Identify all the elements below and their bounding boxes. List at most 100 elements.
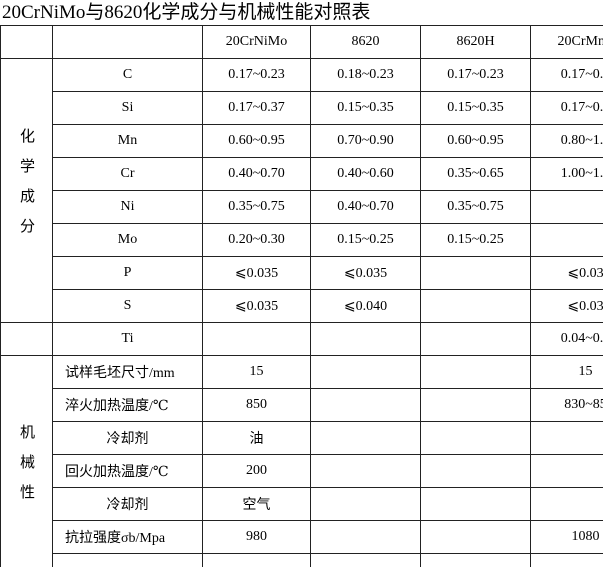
table-row: 机械性 试样毛坯尺寸/mm 15 15 bbox=[0, 355, 603, 567]
empty-cell bbox=[52, 553, 203, 567]
empty-cell bbox=[202, 553, 311, 567]
empty-cell bbox=[420, 355, 531, 389]
empty-cell bbox=[310, 355, 421, 389]
value-cell: 0.17~0.23 bbox=[420, 58, 531, 92]
value-cell: 0.35~0.75 bbox=[420, 190, 531, 224]
table-row bbox=[1, 553, 603, 567]
empty-cell bbox=[420, 454, 531, 488]
value-cell: 0.04~0.1 bbox=[530, 322, 603, 356]
empty-cell bbox=[52, 25, 203, 59]
empty-cell bbox=[310, 388, 421, 422]
value-cell: 0.35~0.75 bbox=[202, 190, 311, 224]
value-cell: 0.18~0.23 bbox=[310, 58, 421, 92]
row-item: Si bbox=[52, 91, 203, 125]
value-cell: 980 bbox=[202, 520, 311, 554]
value-cell: 空气 bbox=[202, 487, 311, 521]
row-item: 试样毛坯尺寸/mm bbox=[52, 355, 203, 389]
comparison-table: 20CrNiMo86208620H20CrMnT化学成分C0.17~0.230.… bbox=[0, 25, 603, 567]
table-row: Ti 0.04~0.1 bbox=[0, 322, 603, 356]
empty-cell bbox=[310, 421, 421, 455]
title: 20CrNiMo与8620化学成分与机械性能对照表 bbox=[2, 2, 371, 23]
value-cell: ⩽0.03 bbox=[530, 289, 603, 323]
row-item: 抗拉强度σb/Mpa bbox=[52, 520, 203, 554]
column-header: 20CrNiMo bbox=[202, 25, 311, 59]
empty-cell bbox=[310, 454, 421, 488]
value-cell: 1080 bbox=[530, 520, 603, 554]
empty-cell bbox=[530, 454, 603, 488]
value-cell: 850 bbox=[202, 388, 311, 422]
column-header: 20CrMnT bbox=[530, 25, 603, 59]
empty-cell bbox=[420, 256, 531, 290]
value-cell: 200 bbox=[202, 454, 311, 488]
empty-cell bbox=[420, 322, 531, 356]
table-body: 20CrNiMo86208620H20CrMnT化学成分C0.17~0.230.… bbox=[0, 25, 603, 567]
empty-cell bbox=[420, 487, 531, 521]
row-item: S bbox=[52, 289, 203, 323]
empty-cell bbox=[530, 223, 603, 257]
table-row: 抗拉强度σb/Mpa 980 1080 bbox=[1, 520, 603, 554]
value-cell: 0.15~0.35 bbox=[420, 91, 531, 125]
group-cell: 机械性 bbox=[0, 355, 53, 567]
table-row: Ni 0.35~0.75 0.40~0.70 0.35~0.75 bbox=[1, 190, 603, 224]
value-cell: 0.17~0.2 bbox=[530, 58, 603, 92]
table-row: Mo 0.20~0.30 0.15~0.25 0.15~0.25 bbox=[1, 223, 603, 257]
empty-cell bbox=[420, 388, 531, 422]
value-cell: 0.40~0.70 bbox=[310, 190, 421, 224]
value-cell: ⩽0.035 bbox=[202, 256, 311, 290]
value-cell: 0.40~0.60 bbox=[310, 157, 421, 191]
empty-cell bbox=[420, 289, 531, 323]
row-item: Ni bbox=[52, 190, 203, 224]
value-cell: 0.80~1.1 bbox=[530, 124, 603, 158]
value-cell: 0.17~0.23 bbox=[202, 58, 311, 92]
value-cell: 0.17~0.3 bbox=[530, 91, 603, 125]
value-cell: 0.15~0.25 bbox=[420, 223, 531, 257]
row-item: Cr bbox=[52, 157, 203, 191]
column-header: 8620 bbox=[310, 25, 421, 59]
value-cell: 1.00~1.1 bbox=[530, 157, 603, 191]
empty-cell bbox=[202, 322, 311, 356]
value-cell: 0.70~0.90 bbox=[310, 124, 421, 158]
row-item: 冷却剂 bbox=[52, 421, 203, 455]
empty-cell bbox=[530, 421, 603, 455]
value-cell: 0.15~0.35 bbox=[310, 91, 421, 125]
column-header: 8620H bbox=[420, 25, 531, 59]
table-row: P ⩽0.035 ⩽0.035 ⩽0.03 bbox=[1, 256, 603, 290]
table-row: 冷却剂油 bbox=[1, 421, 603, 455]
table-row: Si0.17~0.370.15~0.350.15~0.350.17~0.3 bbox=[1, 91, 603, 125]
table-row: 冷却剂 空气 bbox=[1, 487, 603, 521]
value-cell: 0.40~0.70 bbox=[202, 157, 311, 191]
value-cell: 15 bbox=[202, 355, 311, 389]
header-row: 20CrNiMo86208620H20CrMnT bbox=[0, 25, 603, 59]
value-cell: 830~85 bbox=[530, 388, 603, 422]
value-cell: 0.17~0.37 bbox=[202, 91, 311, 125]
empty-cell bbox=[0, 322, 53, 356]
value-cell: ⩽0.035 bbox=[310, 256, 421, 290]
value-cell: 油 bbox=[202, 421, 311, 455]
table-row: S ⩽0.035 ⩽0.040 ⩽0.03 bbox=[1, 289, 603, 323]
value-cell: ⩽0.035 bbox=[202, 289, 311, 323]
row-item: P bbox=[52, 256, 203, 290]
row-item: 冷却剂 bbox=[52, 487, 203, 521]
value-cell: 0.15~0.25 bbox=[310, 223, 421, 257]
row-item: Mo bbox=[52, 223, 203, 257]
empty-cell bbox=[310, 322, 421, 356]
row-item: 回火加热温度/℃ bbox=[52, 454, 203, 488]
row-item: 淬火加热温度/℃ bbox=[52, 388, 203, 422]
group-label: 化学成分 bbox=[18, 128, 34, 248]
empty-cell bbox=[530, 190, 603, 224]
row-item: Ti bbox=[52, 322, 203, 356]
empty-cell bbox=[310, 553, 421, 567]
empty-cell bbox=[530, 487, 603, 521]
value-cell: 15 bbox=[530, 355, 603, 389]
empty-cell bbox=[530, 553, 603, 567]
row-item: Mn bbox=[52, 124, 203, 158]
empty-cell bbox=[310, 487, 421, 521]
value-cell: 0.20~0.30 bbox=[202, 223, 311, 257]
empty-cell bbox=[0, 25, 53, 59]
group-cell: 化学成分 bbox=[0, 58, 53, 323]
empty-cell bbox=[310, 520, 421, 554]
table-row: Mn0.60~0.950.70~0.900.60~0.950.80~1.1 bbox=[1, 124, 603, 158]
empty-cell bbox=[420, 421, 531, 455]
row-item: C bbox=[52, 58, 203, 92]
